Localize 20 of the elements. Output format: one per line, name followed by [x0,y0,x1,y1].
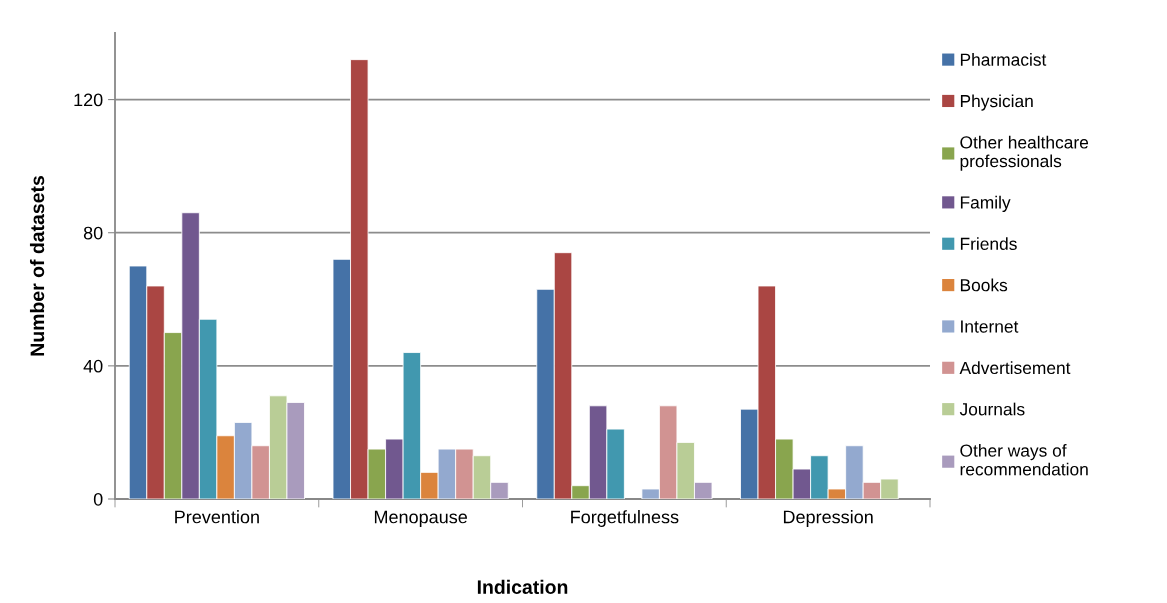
legend-label: Journals [959,402,1025,416]
y-tick-label: 120 [74,93,103,107]
y-tick-label: 40 [83,359,103,373]
y-axis-title: Number of datasets [29,176,45,356]
legend-label: Pharmacist [960,53,1047,66]
y-tick-label: 80 [83,226,103,240]
x-axis-title: Indication [477,579,568,594]
legend-label: Books [960,278,1008,292]
legend-label: Internet [961,320,1019,333]
legend-label: Advertisement [959,361,1071,375]
legend-label: Other healthcare professionals [960,135,1089,171]
legend-label: Family [960,195,1011,213]
x-tick-label: Prevention [175,510,259,524]
y-tick-label: 0 [93,492,103,506]
legend-label: Friends [960,237,1017,250]
x-tick-label: Depression [783,510,873,527]
legend-label: Physician [960,94,1033,111]
x-tick-label: Menopause [374,510,468,527]
x-tick-label: Forgetfulness [571,510,679,527]
legend-label: Other ways of recommendation [960,444,1088,476]
